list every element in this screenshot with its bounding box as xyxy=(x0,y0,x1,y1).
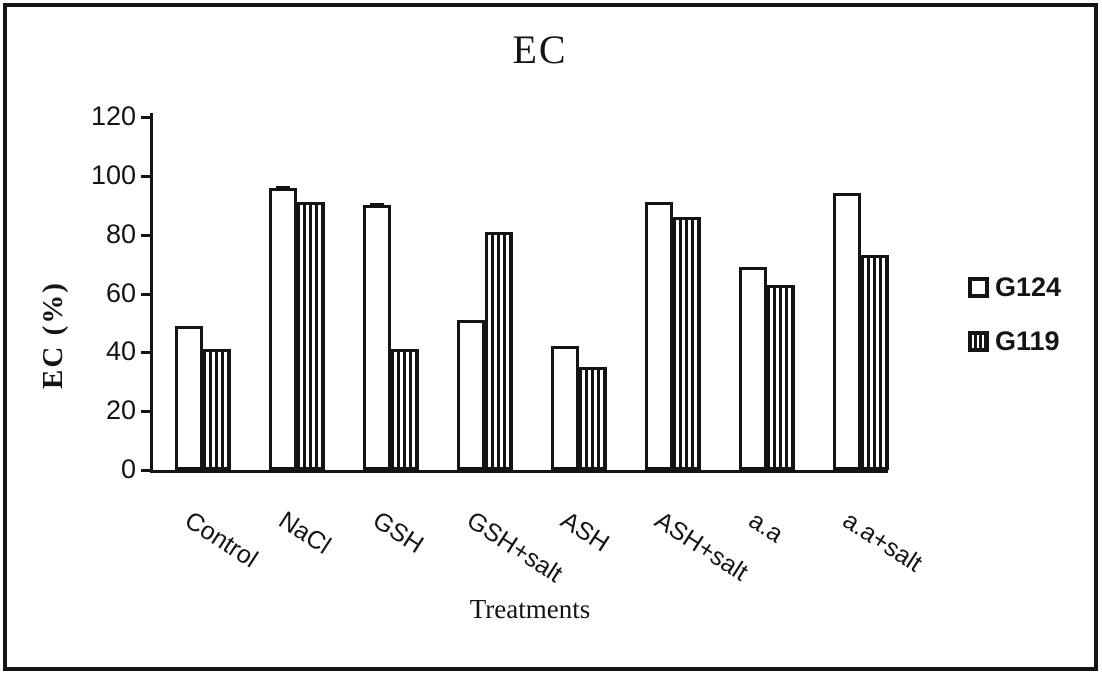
bar-G124-Control xyxy=(175,326,203,470)
bar-G119-Control xyxy=(203,349,231,470)
legend-label-G119: G119 xyxy=(995,326,1060,356)
bar-G119-ASH+salt xyxy=(673,217,701,470)
y-tick-mark-80 xyxy=(141,234,151,237)
legend-swatch-G124 xyxy=(968,277,989,298)
y-tick-mark-120 xyxy=(141,116,151,119)
x-axis-line xyxy=(150,470,888,473)
y-tick-mark-60 xyxy=(141,293,151,296)
bar-G124-ASH xyxy=(551,346,579,470)
bar-G119-ASH xyxy=(579,367,607,470)
y-tick-label-120: 120 xyxy=(90,101,136,131)
bar-G124-a.a+salt xyxy=(833,193,861,470)
y-tick-mark-20 xyxy=(141,410,151,413)
y-tick-label-80: 80 xyxy=(105,219,136,249)
y-axis-line xyxy=(150,113,153,472)
error-cap-G124-GSH xyxy=(370,203,384,208)
bar-G124-NaCl xyxy=(269,188,297,470)
bar-G119-GSH+salt xyxy=(485,232,513,470)
bar-G119-GSH xyxy=(391,349,419,470)
y-tick-mark-100 xyxy=(141,175,151,178)
bar-G124-GSH+salt xyxy=(457,320,485,470)
legend-label-G124: G124 xyxy=(995,272,1062,302)
bar-G119-a.a xyxy=(767,285,795,470)
bar-G119-a.a+salt xyxy=(861,255,889,470)
error-cap-G124-NaCl xyxy=(276,186,290,191)
bar-G124-GSH xyxy=(363,205,391,470)
legend: G124 G119 xyxy=(968,272,1061,380)
y-tick-label-60: 60 xyxy=(105,278,136,308)
y-tick-label-0: 0 xyxy=(120,454,136,484)
legend-item-G124: G124 xyxy=(968,272,1061,303)
legend-item-G119: G119 xyxy=(968,326,1061,357)
legend-swatch-G119 xyxy=(968,331,989,352)
y-tick-label-100: 100 xyxy=(90,160,136,190)
y-tick-label-40: 40 xyxy=(105,336,136,366)
chart-title: EC xyxy=(512,27,568,72)
y-tick-label-20: 20 xyxy=(105,395,136,425)
bar-G124-ASH+salt xyxy=(645,202,673,470)
y-tick-mark-0 xyxy=(141,469,151,472)
y-tick-mark-40 xyxy=(141,351,151,354)
x-axis-title: Treatments xyxy=(469,594,591,624)
bar-G124-a.a xyxy=(739,267,767,470)
bar-G119-NaCl xyxy=(297,202,325,470)
